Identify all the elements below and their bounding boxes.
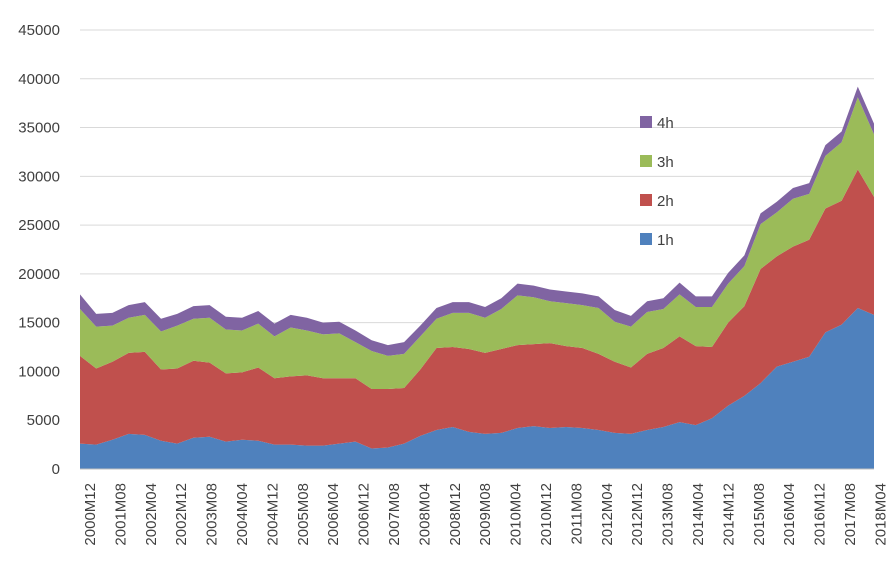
legend-label-4h: 4h bbox=[657, 115, 674, 132]
y-tick-label: 0 bbox=[52, 461, 60, 478]
y-axis-tick-labels: 0 5000 10000 15000 20000 25000 30000 35000 40000… bbox=[18, 22, 60, 478]
x-tick-label: 2008M04 bbox=[416, 483, 433, 546]
x-tick-label: 2000M12 bbox=[82, 483, 99, 546]
x-tick-label: 2016M12 bbox=[812, 483, 829, 546]
series-areas bbox=[80, 86, 874, 469]
legend-swatch-2h bbox=[640, 194, 652, 206]
y-tick-label: 15000 bbox=[18, 315, 60, 332]
x-tick-label: 2004M12 bbox=[264, 483, 281, 546]
y-tick-label: 35000 bbox=[18, 120, 60, 137]
y-tick-label: 30000 bbox=[18, 168, 60, 185]
legend-label-3h: 3h bbox=[657, 154, 674, 171]
legend-label-2h: 2h bbox=[657, 193, 674, 210]
x-tick-label: 2008M12 bbox=[447, 483, 464, 546]
legend-swatch-4h bbox=[640, 116, 652, 128]
x-tick-label: 2002M12 bbox=[173, 483, 190, 546]
x-tick-label: 2007M08 bbox=[386, 483, 403, 546]
x-tick-label: 2013M08 bbox=[660, 483, 677, 546]
x-tick-label: 2006M04 bbox=[325, 483, 342, 546]
legend-label-1h: 1h bbox=[657, 232, 674, 249]
x-tick-label: 2010M04 bbox=[508, 483, 525, 546]
y-tick-label: 5000 bbox=[27, 412, 60, 429]
x-tick-label: 2009M08 bbox=[477, 483, 494, 546]
legend-swatch-3h bbox=[640, 155, 652, 167]
x-tick-label: 2015M08 bbox=[751, 483, 768, 546]
x-tick-label: 2017M08 bbox=[842, 483, 859, 546]
x-tick-label: 2014M12 bbox=[720, 483, 737, 546]
y-tick-label: 10000 bbox=[18, 363, 60, 380]
legend-swatch-1h bbox=[640, 233, 652, 245]
x-tick-label: 2012M04 bbox=[599, 483, 616, 546]
x-tick-label: 2003M08 bbox=[204, 483, 221, 546]
area-series-2h bbox=[80, 169, 874, 449]
area-series-1h bbox=[80, 308, 874, 469]
x-tick-label: 2011M08 bbox=[568, 483, 585, 544]
x-tick-label: 2001M08 bbox=[112, 483, 129, 546]
x-tick-label: 2004M04 bbox=[234, 483, 251, 546]
area-series-4h bbox=[80, 86, 874, 356]
x-tick-label: 2016M04 bbox=[781, 483, 798, 546]
x-tick-label: 2014M04 bbox=[690, 483, 707, 546]
x-tick-label: 2006M12 bbox=[356, 483, 373, 546]
x-tick-label: 2005M08 bbox=[295, 483, 312, 546]
legend: 4h 3h 2h 1h bbox=[640, 115, 674, 249]
x-axis-tick-labels: 2000M12 2001M08 2002M04 2002M12 2003M08 2004M… bbox=[82, 483, 889, 546]
y-tick-label: 25000 bbox=[18, 217, 60, 234]
x-tick-label: 2002M04 bbox=[143, 483, 160, 546]
x-tick-label: 2012M12 bbox=[629, 483, 646, 546]
y-tick-label: 40000 bbox=[18, 71, 60, 88]
y-tick-label: 20000 bbox=[18, 266, 60, 283]
y-tick-label: 45000 bbox=[18, 22, 60, 39]
x-tick-label: 2010M12 bbox=[538, 483, 555, 546]
area-series-3h bbox=[80, 97, 874, 389]
x-tick-label: 2018M04 bbox=[872, 483, 889, 546]
